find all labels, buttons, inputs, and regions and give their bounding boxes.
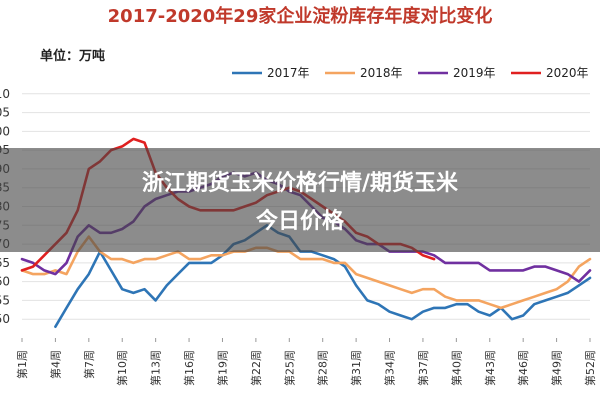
legend-label: 2018年 [360,66,403,80]
x-tick-label: 第34周 [383,350,397,386]
x-tick-label: 第28周 [316,350,330,386]
x-tick-label: 第49周 [550,350,564,386]
x-tick-label: 第4周 [48,350,62,379]
y-tick-label: 60 [0,275,10,289]
overlay-band [0,148,600,252]
legend-label: 2017年 [267,66,310,80]
x-tick-label: 第37周 [416,350,430,386]
x-tick-label: 第7周 [82,350,96,379]
watermark-overlay: 浙江期货玉米价格行情/期货玉米 今日价格 [0,148,600,252]
overlay-line-2: 今日价格 [256,208,345,234]
y-tick-label: 105 [0,106,10,120]
x-tick-label: 第22周 [249,350,263,386]
x-tick-label: 第13周 [149,350,163,386]
series-line-2018年 [20,235,592,310]
x-tick-label: 第19周 [215,350,229,386]
x-tick-label: 第43周 [483,350,497,386]
x-tick-label: 第31周 [349,350,363,386]
unit-label: 单位：万吨 [40,48,105,64]
chart-title: 2017-2020年29家企业淀粉库存年度对比变化 [108,5,493,27]
y-tick-label: 50 [0,312,10,326]
legend: 2017年 2018年 2019年 2020年 [232,66,589,80]
legend-label: 2019年 [453,66,496,80]
x-axis: 第1周 第4周 第7周 第10周 第13周 第16周 第19周 第22周 第25周 第28周 第31… [15,338,597,386]
y-tick-label: 100 [0,124,10,138]
y-tick-label: 55 [0,293,10,307]
x-tick-label: 第40周 [449,350,463,386]
overlay-line-1: 浙江期货玉米价格行情/期货玉米 [142,170,459,196]
legend-label: 2020年 [546,66,589,80]
x-tick-label: 第46周 [516,350,530,386]
x-tick-label: 第16周 [182,350,196,386]
x-tick-label: 第25周 [282,350,296,386]
x-tick-label: 第52周 [583,350,597,386]
x-tick-label: 第1周 [15,350,29,379]
y-tick-label: 65 [0,256,10,270]
x-tick-label: 第10周 [115,350,129,386]
y-tick-label: 110 [0,87,10,101]
